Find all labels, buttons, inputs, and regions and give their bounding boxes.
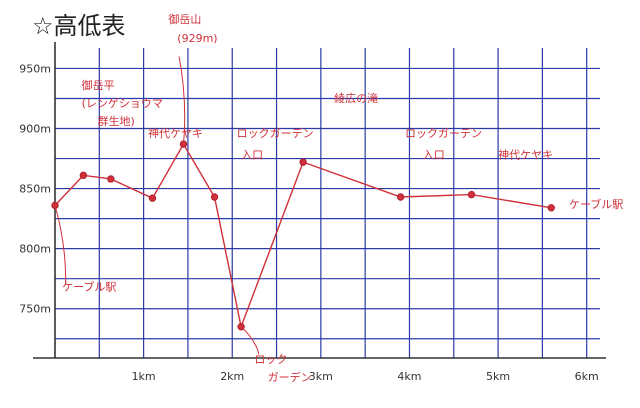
annotation-label: ガーデン [268,370,312,384]
y-tick-label: 750m [19,303,51,316]
elevation-point [210,193,219,201]
x-tick-label: 4km [397,370,421,383]
annotation-label: (レンゲショウマ [82,97,163,110]
series-layer [51,140,555,331]
annotation-label: 御岳山 [168,12,201,26]
x-tick-label: 6km [575,370,599,383]
elevation-line [54,142,552,330]
annotation-label: ケーブル駅 [62,280,116,294]
y-tick-label: 850m [19,183,51,196]
x-tick-label: 3km [309,370,333,383]
annotation-label: ロックガーデン [405,126,482,140]
annotation-label: ロック [254,353,287,366]
y-tick-label: 800m [19,243,51,256]
annotation-leader [240,326,260,355]
annotation-label: ロックガーデン [237,126,314,140]
annotation-label: 神代ケヤキ [498,148,553,162]
elevation-point [547,204,555,212]
x-tick-label: 1km [132,370,156,383]
y-tick-label: 900m [19,123,51,136]
elevation-point [79,171,88,180]
x-tick-label: 2km [220,370,244,383]
annotation-label: 綾広の滝 [334,92,378,105]
y-tick-label: 950m [19,62,51,75]
grid-layer [55,48,600,358]
annotation-label: (929m) [177,32,217,45]
annotation-label: 入口 [241,149,263,162]
annotation-label: ケーブル駅 [569,197,623,211]
annotation-leader [54,205,67,285]
elevation-point [107,175,115,183]
annotation-label: 神代ケヤキ [148,126,203,140]
elevation-point [467,190,476,199]
annotation-label: 入口 [423,149,445,162]
x-tick-label: 5km [486,370,510,383]
chart-title: ☆高低表 [32,12,126,40]
elevation-point [299,158,307,166]
annotation-leader [178,56,186,145]
axis-layer: 1km 2km 3km 4km 5km 6km 750m 800m 850m 900m 950m [19,42,606,383]
elevation-point [148,194,157,202]
annotation-label: 御岳平 [82,78,115,92]
elevation-point [396,193,405,201]
annotation-label: 群生地) [98,114,135,128]
